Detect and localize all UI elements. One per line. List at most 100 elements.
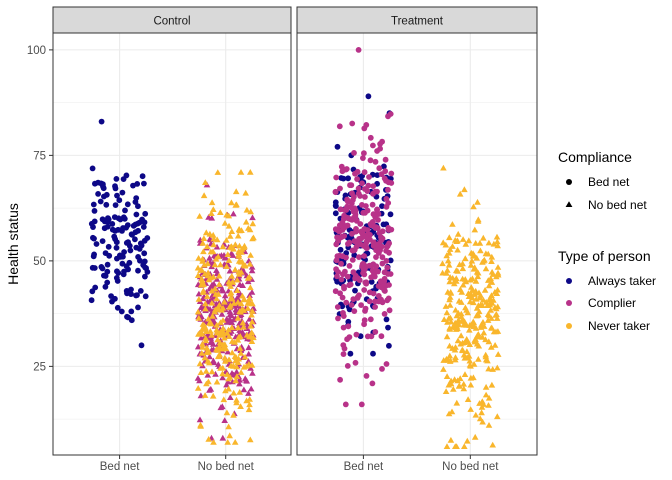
data-point-never-taker [482,383,490,390]
data-point-never-taker [242,218,250,225]
data-point-always-taker [91,218,98,225]
data-point-always-taker [137,288,144,294]
data-point-never-taker [472,287,479,294]
data-point-complier [355,47,362,53]
data-point-always-taker [337,246,344,253]
data-point-complier [228,250,235,256]
data-point-complier [217,404,225,411]
data-point-never-taker [493,273,500,280]
data-point-never-taker [476,400,483,406]
data-point-always-taker [144,269,151,275]
data-point-never-taker [462,304,469,311]
y-tick-label: 100 [27,45,46,57]
data-point-never-taker [209,231,217,238]
data-point-never-taker [196,360,204,367]
data-point-complier [196,416,204,423]
data-point-never-taker [462,276,469,282]
data-point-never-taker [217,261,224,268]
data-point-complier [346,215,352,222]
data-point-never-taker [446,278,453,285]
data-point-complier [372,329,379,335]
data-point-complier [339,233,346,240]
data-point-complier [362,305,369,312]
data-point-always-taker [135,267,141,274]
data-point-complier [348,182,355,189]
data-point-always-taker [99,238,106,245]
data-point-never-taker [248,318,256,325]
data-point-never-taker [202,324,209,331]
data-point-never-taker [487,306,494,313]
data-point-never-taker [199,257,206,264]
data-point-never-taker [203,243,211,250]
data-point-always-taker [120,214,127,221]
data-point-complier [218,310,226,317]
data-point-complier [248,263,256,270]
data-point-complier [344,273,351,280]
data-point-complier [194,343,202,350]
data-point-never-taker [459,236,467,242]
data-point-always-taker [133,195,140,202]
data-point-never-taker [236,345,244,351]
data-point-complier [249,214,256,221]
data-point-always-taker [101,272,107,279]
data-point-never-taker [249,235,256,242]
data-point-always-taker [138,342,145,349]
data-point-never-taker [485,338,493,345]
data-point-never-taker [450,386,457,392]
data-point-always-taker [332,210,339,217]
data-point-complier [366,289,373,296]
data-point-never-taker [472,411,480,418]
data-point-never-taker [249,220,257,227]
data-point-never-taker [235,252,243,259]
data-point-complier [376,240,382,247]
data-point-never-taker [217,365,224,371]
data-point-never-taker [489,441,496,448]
legend-label-no-bed-net: No bed net [588,198,647,212]
data-point-never-taker [463,348,471,355]
data-point-always-taker [139,216,146,223]
data-point-complier [219,374,226,381]
data-point-never-taker [453,312,461,319]
data-point-complier [213,243,221,250]
data-point-never-taker [247,322,254,329]
y-axis: 25 50 75 100 [27,45,53,373]
data-point-never-taker [454,267,461,274]
data-point-complier [226,267,234,274]
data-point-never-taker [460,380,467,387]
data-point-complier [356,254,362,260]
data-point-never-taker [487,275,494,282]
data-point-always-taker [115,270,122,276]
data-point-complier [337,376,343,383]
data-point-never-taker [233,201,240,208]
data-point-never-taker [225,356,233,363]
data-point-never-taker [475,342,483,349]
data-point-never-taker [215,272,223,279]
data-point-never-taker [225,333,233,339]
data-point-never-taker [445,410,453,417]
data-point-never-taker [449,221,456,227]
data-point-always-taker [89,165,96,172]
data-point-complier [358,302,364,308]
data-point-never-taker [194,308,202,315]
data-point-complier [385,179,392,186]
data-point-never-taker [458,310,465,317]
data-point-never-taker [225,222,233,229]
data-point-never-taker [207,248,215,255]
data-point-always-taker [97,198,104,205]
data-point-never-taker [456,190,464,197]
data-point-never-taker [465,237,473,244]
panel-background-control [53,33,291,455]
data-point-never-taker [219,345,226,352]
data-point-complier [373,247,379,254]
data-point-never-taker [485,422,493,428]
data-point-never-taker [480,323,488,329]
data-point-complier [364,333,371,340]
data-point-complier [356,236,362,242]
data-point-never-taker [474,332,481,338]
data-point-always-taker [122,207,128,214]
data-point-never-taker [471,252,478,259]
data-point-always-taker [135,203,141,210]
data-point-never-taker [452,443,459,449]
data-point-never-taker [244,305,252,311]
data-point-never-taker [474,198,481,205]
